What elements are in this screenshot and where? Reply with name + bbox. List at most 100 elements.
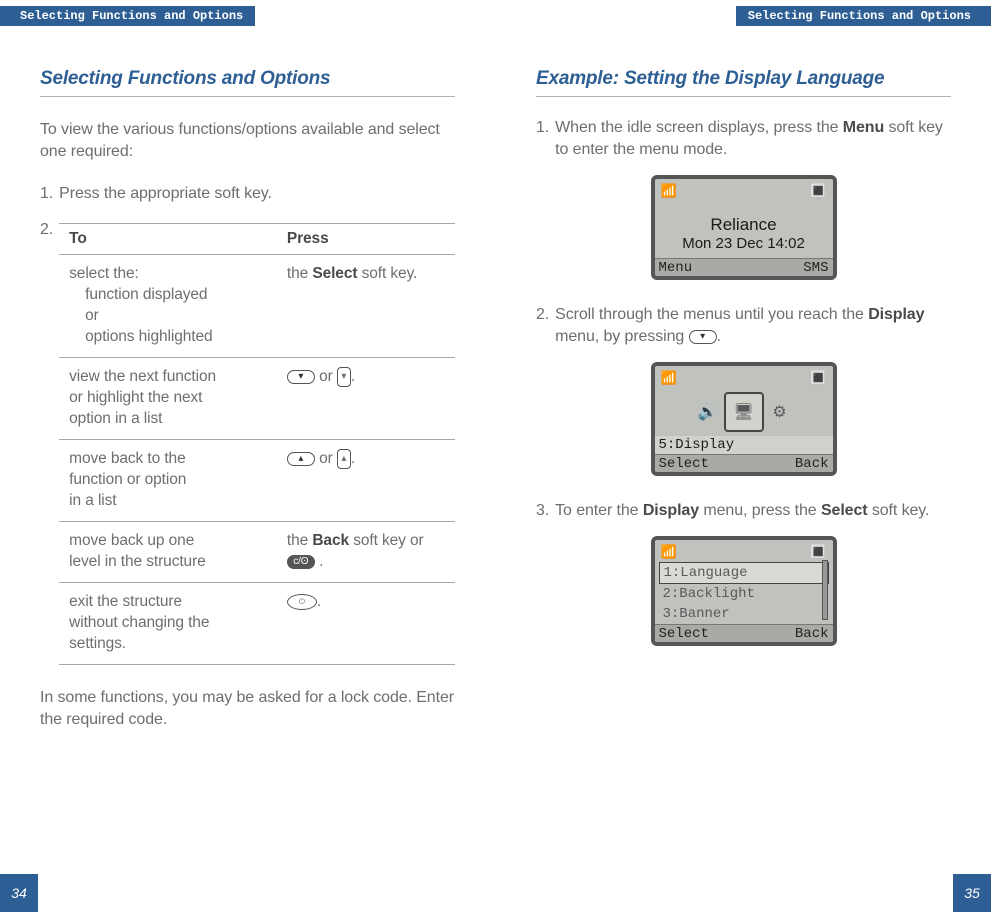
cell-text: options highlighted [69, 326, 271, 347]
cell-text: . [351, 368, 355, 385]
phone-display-submenu: 📶 🔳 1:Language 2:Backlight 3:Banner Sele… [651, 536, 837, 646]
list-item: 1:Language [659, 562, 829, 584]
cell-text: exit the structure [69, 593, 182, 610]
text: When the idle screen displays, press the [555, 119, 843, 136]
softkey-left: Select [659, 626, 709, 642]
signal-icon: 📶 [661, 544, 677, 560]
battery-icon: 🔳 [810, 544, 826, 560]
volume-up-icon: ▴ [337, 449, 351, 469]
softkey-right: Back [795, 456, 829, 472]
display-icon: 🖥 [724, 392, 764, 432]
left-step-1: 1. Press the appropriate soft key. [40, 183, 455, 205]
left-step-2: 2. To Press select the: function display… [40, 219, 455, 665]
bold: Display [643, 502, 699, 519]
down-key-icon: ▾ [689, 330, 717, 344]
battery-icon: 🔳 [810, 370, 826, 386]
page-number-right: 35 [953, 874, 991, 912]
cell-text: in a list [69, 492, 116, 509]
cell-text: or highlight the next [69, 389, 202, 406]
volume-down-icon: ▾ [337, 367, 351, 387]
right-title: Example: Setting the Display Language [536, 68, 951, 97]
cell-text: or [315, 450, 337, 467]
up-key-icon: ▴ [287, 452, 315, 466]
softkey-left: Menu [659, 260, 693, 276]
table-row: move back up one level in the structure … [59, 522, 455, 583]
cell-text: select the: [69, 265, 139, 282]
cell-text: function displayed [69, 284, 271, 305]
carrier-text: Reliance [659, 215, 829, 235]
right-step-2: 2. Scroll through the menus until you re… [536, 304, 951, 348]
text: soft key. [868, 502, 930, 519]
table-row: select the: function displayed or option… [59, 255, 455, 358]
step-number: 1. [536, 117, 549, 161]
cell-text: or [315, 368, 337, 385]
cell-bold: Select [312, 265, 357, 282]
cell-text: soft key or [349, 532, 424, 549]
table-head-to: To [59, 224, 277, 255]
options-table: To Press select the: function displayed … [59, 223, 455, 665]
softkey-right: Back [795, 626, 829, 642]
cell-text: . [317, 593, 321, 610]
table-row: move back to the function or option in a… [59, 440, 455, 522]
cell-text: without changing the [69, 614, 209, 631]
text: Scroll through the menus until you reach… [555, 306, 868, 323]
step-text: Scroll through the menus until you reach… [555, 304, 951, 348]
clear-key-icon: c/ʘ [287, 555, 315, 569]
table-row: exit the structure without changing the … [59, 583, 455, 665]
bold: Select [821, 502, 868, 519]
scrollbar [822, 560, 828, 620]
cell-bold: Back [312, 532, 349, 549]
bold: Menu [843, 119, 884, 136]
right-step-3: 3. To enter the Display menu, press the … [536, 500, 951, 522]
step-number: 2. [536, 304, 549, 348]
left-title: Selecting Functions and Options [40, 68, 455, 97]
page-number-left: 34 [0, 874, 38, 912]
cell-text: move back to the [69, 450, 185, 467]
text: menu, press the [699, 502, 821, 519]
cell-text: option in a list [69, 410, 162, 427]
cell-text: . [315, 553, 323, 570]
text: . [717, 328, 721, 345]
cell-text: the [287, 265, 312, 282]
step-text: Press the appropriate soft key. [59, 183, 455, 205]
left-outro: In some functions, you may be asked for … [40, 687, 455, 731]
cell-text: the [287, 532, 312, 549]
right-step-1: 1. When the idle screen displays, press … [536, 117, 951, 161]
phone-idle-screen: 📶 🔳 Reliance Mon 23 Dec 14:02 Menu SMS [651, 175, 837, 280]
settings-icon: ⚙ [770, 392, 790, 432]
cell-text: soft key. [357, 265, 417, 282]
cell-text: . [351, 450, 355, 467]
datetime-text: Mon 23 Dec 14:02 [659, 235, 829, 252]
signal-icon: 📶 [661, 183, 677, 199]
list-item: 2:Backlight [659, 584, 829, 604]
softkey-left: Select [659, 456, 709, 472]
step-number: 2. [40, 219, 53, 665]
page-left: Selecting Functions and Options To view … [0, 0, 495, 912]
bold: Display [868, 306, 924, 323]
menu-label: 5:Display [655, 436, 833, 454]
softkey-right: SMS [803, 260, 828, 276]
cell-text: settings. [69, 635, 126, 652]
sound-icon: 🔊 [698, 392, 718, 432]
step-number: 3. [536, 500, 549, 522]
end-key-icon: ⏻ [287, 594, 317, 610]
cell-text: or [69, 305, 271, 326]
text: menu, by pressing [555, 328, 688, 345]
cell-text: function or option [69, 471, 186, 488]
text: To enter the [555, 502, 643, 519]
step-text: When the idle screen displays, press the… [555, 117, 951, 161]
down-key-icon: ▾ [287, 370, 315, 384]
step-number: 1. [40, 183, 53, 205]
cell-text: move back up one [69, 532, 194, 549]
signal-icon: 📶 [661, 370, 677, 386]
battery-icon: 🔳 [810, 183, 826, 199]
cell-text: view the next function [69, 368, 216, 385]
phone-menu-display: 📶 🔳 🔊 🖥 ⚙ 5:Display Select Back [651, 362, 837, 476]
table-head-press: Press [277, 224, 455, 255]
table-row: view the next function or highlight the … [59, 358, 455, 440]
cell-text: level in the structure [69, 553, 206, 570]
step-text: To enter the Display menu, press the Sel… [555, 500, 951, 522]
left-intro: To view the various functions/options av… [40, 119, 455, 163]
page-right: Example: Setting the Display Language 1.… [496, 0, 991, 912]
list-item: 3:Banner [659, 604, 829, 624]
